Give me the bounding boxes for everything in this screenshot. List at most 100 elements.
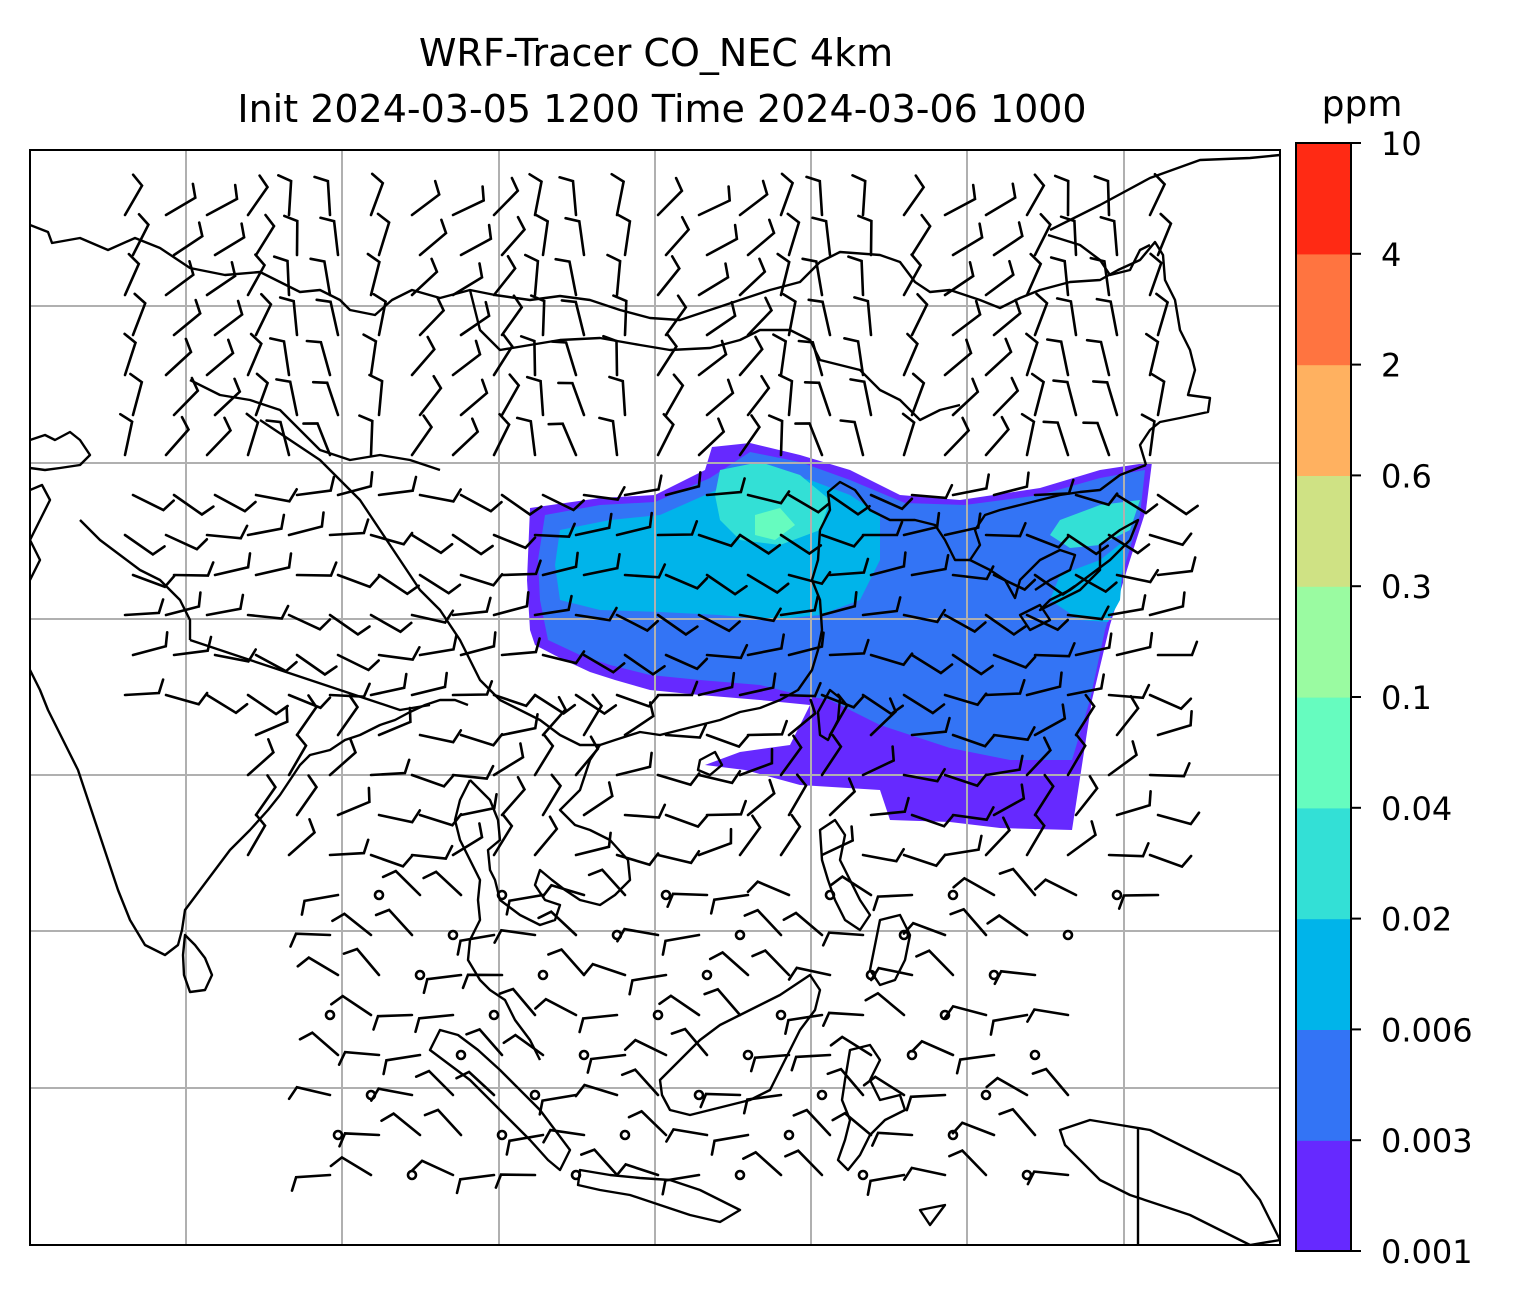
wind-barb — [1033, 773, 1055, 817]
wind-barb — [245, 412, 260, 457]
wind-barb — [746, 296, 774, 337]
wind-barb — [1031, 1067, 1070, 1097]
wind-barb — [738, 179, 769, 217]
wind-barb — [492, 693, 537, 708]
wind-barb — [368, 373, 384, 417]
wind-barb — [131, 292, 147, 337]
wind-barb — [1155, 292, 1170, 337]
wind-barb — [910, 372, 926, 417]
wind-barb — [615, 1162, 660, 1177]
wind-barb — [984, 754, 1024, 777]
wind-barb — [172, 635, 213, 657]
border-himalaya — [189, 638, 431, 712]
wind-barb — [902, 1166, 947, 1181]
wind-barb — [328, 738, 358, 777]
wind-barb — [205, 338, 235, 377]
wind-barb — [902, 693, 946, 715]
wind-barb — [582, 486, 626, 502]
wind-barb — [992, 376, 1020, 417]
wind-barb — [787, 773, 808, 817]
wind-barb — [331, 912, 373, 937]
colorbar-tick-label: 0.001 — [1381, 1233, 1473, 1271]
wind-barb — [459, 573, 504, 587]
wind-barb — [828, 493, 871, 516]
wind-barb — [119, 412, 134, 457]
colorbar-bands — [1296, 143, 1351, 1252]
wind-barb — [699, 1092, 742, 1109]
wind-barb — [869, 697, 898, 737]
wind-barb — [998, 1107, 1037, 1137]
wind-barb — [710, 1133, 750, 1156]
wind-barb — [615, 511, 653, 537]
wind-barb — [861, 596, 902, 617]
wind-barb — [943, 613, 987, 634]
wind-barb — [418, 488, 462, 503]
wind-barb — [1156, 556, 1197, 577]
wind-barb — [287, 693, 332, 710]
wind-barb — [784, 1149, 824, 1177]
wind-barb — [861, 520, 904, 537]
wind-barb — [664, 471, 702, 497]
wind-barb — [1148, 252, 1163, 297]
wind-barb — [992, 221, 1024, 257]
wind-barb — [1148, 532, 1193, 547]
wind-barb — [664, 215, 691, 257]
wind-barb — [1107, 842, 1150, 858]
wind-barb — [410, 609, 455, 624]
wind-barb — [500, 713, 539, 737]
coastline-arabia — [30, 430, 92, 472]
wind-barb — [287, 1085, 332, 1101]
map-frame — [29, 149, 1281, 1246]
coastline-china-east — [599, 463, 1147, 747]
wind-barb — [857, 214, 873, 257]
wind-barb — [910, 293, 929, 337]
wind-barb — [418, 573, 462, 595]
wind-barb — [869, 966, 914, 982]
wind-barb — [254, 292, 273, 337]
wind-barb — [1156, 710, 1193, 737]
wind-barb — [418, 374, 443, 417]
wind-barb — [283, 214, 299, 257]
wind-barb — [902, 767, 946, 783]
wind-barb — [709, 893, 750, 915]
wind-barb — [309, 257, 332, 297]
wind-barb — [541, 551, 579, 577]
wind-barb — [254, 488, 298, 503]
wind-barb — [697, 613, 741, 633]
wind-barb — [902, 253, 923, 297]
wind-barb — [1025, 736, 1052, 777]
wind-barb — [1115, 493, 1159, 515]
wind-barb — [656, 520, 699, 537]
coastline-india — [30, 669, 469, 957]
wind-barb — [656, 333, 678, 377]
wind-barb — [847, 255, 865, 297]
wind-barb — [656, 680, 699, 697]
wind-barb — [746, 778, 776, 817]
wind-barb — [1148, 591, 1186, 617]
wind-barb — [746, 633, 785, 657]
wind-barb — [738, 533, 782, 555]
wind-barb — [338, 1132, 381, 1148]
wind-barb — [801, 257, 824, 297]
wind-barb — [336, 471, 374, 497]
wind-barb — [342, 947, 381, 977]
wind-barb — [984, 259, 1015, 297]
wind-barb — [984, 613, 1027, 636]
wind-barb — [915, 949, 955, 977]
wind-calm-marker — [660, 889, 672, 901]
wind-barb — [1148, 853, 1193, 869]
wind-barb — [1046, 338, 1070, 377]
wind-barb — [610, 172, 626, 217]
wind-barb — [461, 973, 504, 990]
wind-barb — [616, 213, 632, 257]
wind-barb — [608, 375, 627, 417]
wind-barb — [547, 422, 578, 457]
wind-barb — [123, 678, 165, 697]
wind-barb — [828, 557, 870, 577]
wind-barb — [821, 931, 865, 947]
wind-barb — [369, 531, 414, 546]
wind-barb — [358, 414, 374, 457]
wind-barb — [505, 893, 545, 916]
wind-barb — [656, 255, 681, 297]
wind-calm-marker — [898, 929, 910, 941]
